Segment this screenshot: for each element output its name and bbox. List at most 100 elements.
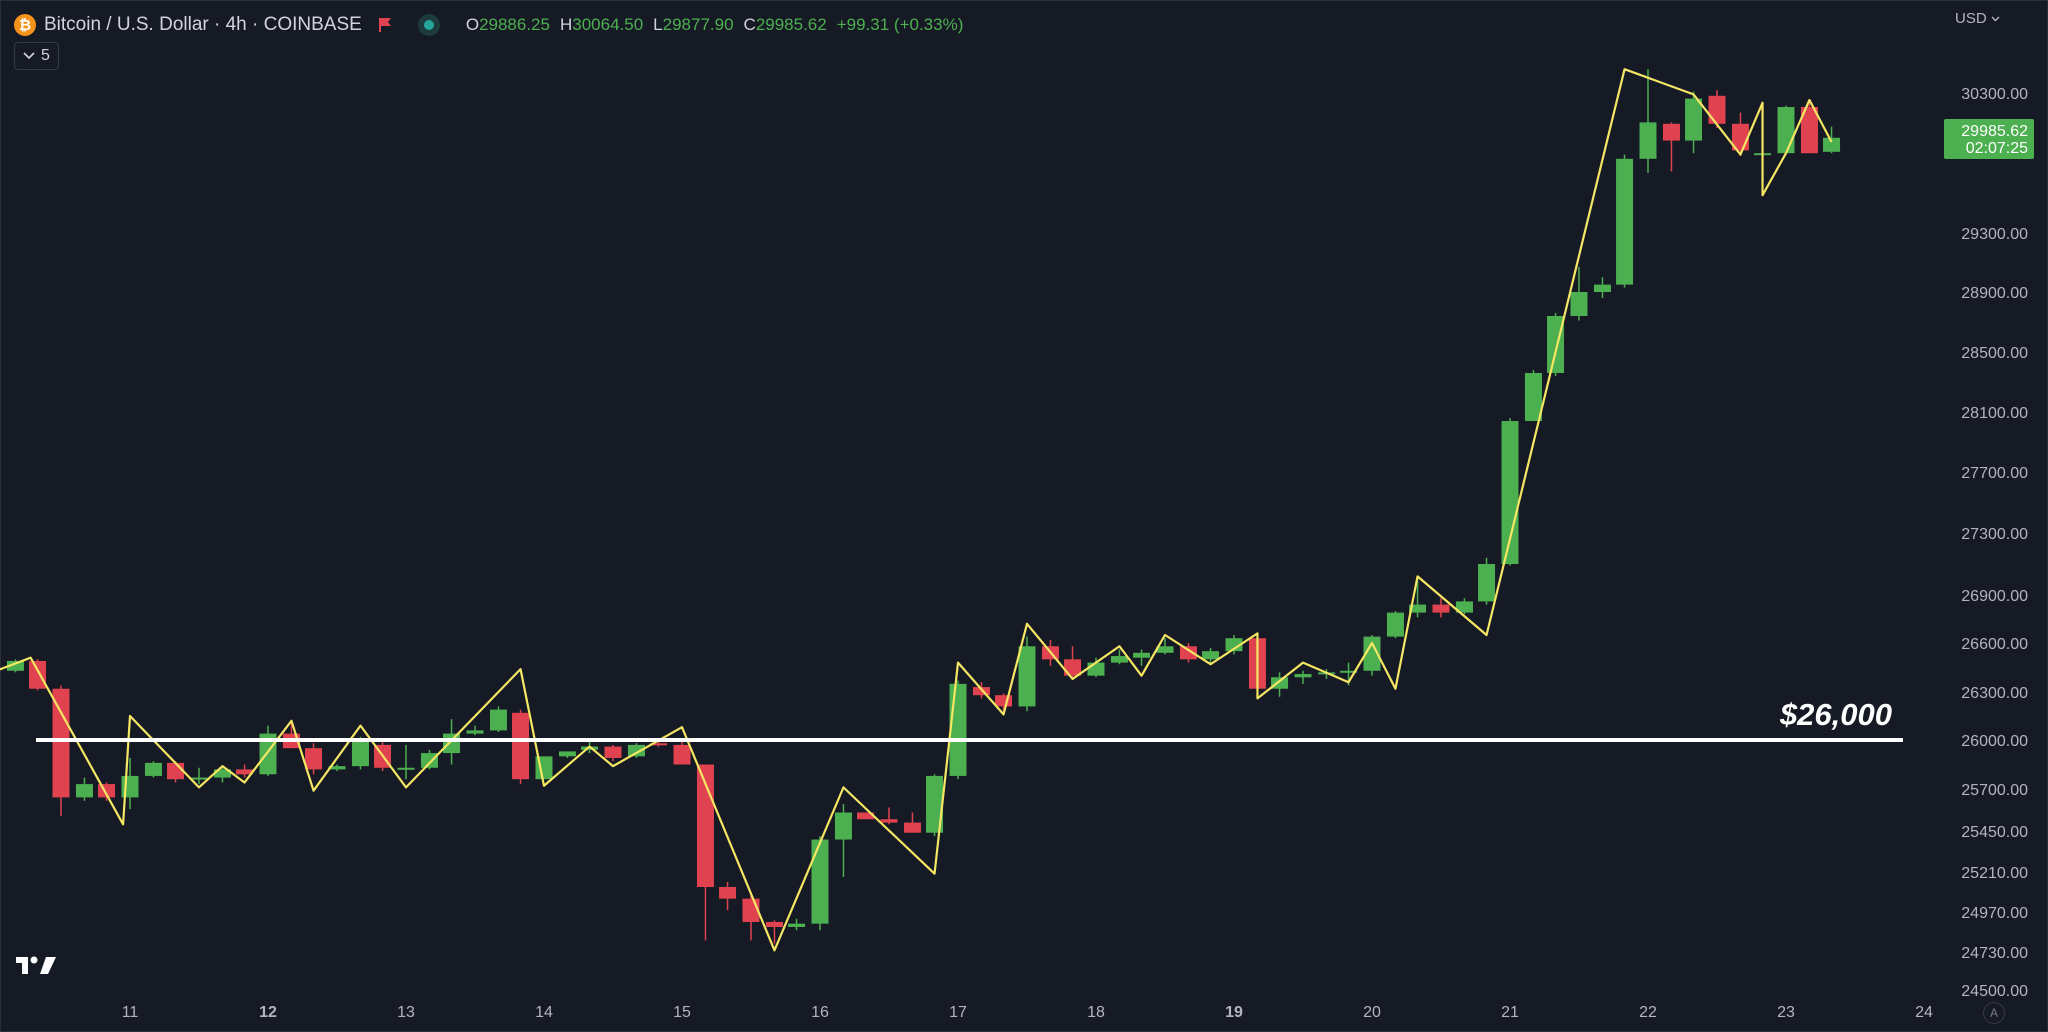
candle: [236, 764, 254, 778]
candle-body: [397, 767, 415, 770]
time-tick-label: 21: [1501, 1004, 1519, 1021]
candle-body: [719, 887, 737, 899]
candle: [1432, 598, 1450, 618]
candle: [190, 767, 208, 785]
time-axis[interactable]: 11 12 13 14 15 16 17 18 19 20 21 22 23 24: [122, 1004, 1933, 1021]
time-tick-label: 12: [259, 1004, 277, 1021]
candle: [765, 920, 783, 944]
candle: [788, 918, 806, 931]
candle-body: [788, 923, 806, 927]
candle-body: [466, 730, 484, 734]
candle: [1685, 91, 1703, 154]
ohlc-values: O29886.25 H30064.50 L29877.90 C29985.62 …: [466, 15, 964, 35]
price-tick-label: 26600.00: [1961, 636, 2028, 653]
candle: [1386, 611, 1404, 639]
level-line-group[interactable]: $26,000: [36, 697, 1903, 742]
price-tick-label: 24730.00: [1961, 945, 2028, 962]
time-tick-label: 19: [1225, 1004, 1243, 1021]
price-tick-label: 25210.00: [1961, 865, 2028, 882]
flag-icon[interactable]: [378, 17, 392, 33]
candle-body: [995, 695, 1013, 707]
candle: [742, 895, 760, 941]
candle-body: [1340, 670, 1358, 673]
tradingview-logo-icon[interactable]: [16, 954, 58, 976]
candle-body: [1386, 612, 1404, 637]
time-tick-label: 18: [1087, 1004, 1105, 1021]
candle: [627, 743, 645, 758]
indicator-count: 5: [41, 47, 50, 64]
candle: [328, 764, 346, 772]
time-tick-label: 20: [1363, 1004, 1381, 1021]
candle: [29, 659, 47, 691]
candle: [1593, 277, 1611, 298]
candle: [466, 725, 484, 736]
zigzag-line: [0, 68, 1833, 952]
low-label: L: [653, 15, 663, 34]
candle: [1708, 90, 1726, 128]
candle: [1547, 313, 1565, 376]
candle-body: [1455, 601, 1473, 613]
candle: [811, 836, 829, 931]
candle-body: [604, 746, 622, 758]
zigzag-overlay: [0, 68, 1833, 952]
candle-body: [305, 748, 323, 770]
candle-body: [1639, 122, 1657, 159]
candle: [1524, 370, 1542, 421]
price-tick-label: 26000.00: [1961, 733, 2028, 750]
high-label: H: [559, 15, 573, 34]
candle-body: [351, 740, 369, 767]
candle: [949, 680, 967, 780]
symbol-title[interactable]: Bitcoin / U.S. Dollar · 4h · COINBASE: [44, 14, 362, 35]
high-value: 30064.50: [572, 15, 644, 34]
candle-body: [650, 743, 668, 746]
indicators-toggle-button[interactable]: 5: [14, 42, 59, 70]
candle-body: [1708, 95, 1726, 124]
candle: [926, 774, 944, 837]
candle-body: [558, 751, 576, 757]
candle-body: [29, 660, 47, 689]
time-tick-label: 17: [949, 1004, 967, 1021]
candle: [1018, 636, 1036, 712]
candle: [1363, 635, 1381, 676]
candle-body: [1478, 564, 1496, 602]
candle-body: [926, 775, 944, 833]
candle-body: [811, 839, 829, 924]
low-value: 29877.90: [662, 15, 734, 34]
candle-body: [1570, 292, 1588, 316]
time-tick-label: 23: [1777, 1004, 1795, 1021]
candle: [282, 722, 300, 749]
chevron-down-icon: [23, 52, 35, 60]
candle: [52, 685, 70, 816]
candle: [1662, 122, 1680, 172]
candle-body: [1225, 638, 1243, 652]
time-tick-label: 24: [1915, 1004, 1933, 1021]
candle: [880, 807, 898, 825]
candle: [420, 749, 438, 770]
candle: [489, 706, 507, 732]
market-status-dot-icon[interactable]: [417, 14, 440, 36]
price-tick-label: 24500.00: [1961, 983, 2028, 1000]
candle: [1616, 154, 1634, 288]
candle-body: [949, 683, 967, 776]
candle-body: [673, 744, 691, 765]
open-value: 29886.25: [479, 15, 550, 34]
candle: [1179, 643, 1197, 663]
auto-scale-button[interactable]: A: [1983, 1002, 2005, 1024]
candle-body: [1110, 656, 1128, 663]
change-value: +99.31 (+0.33%): [836, 15, 964, 34]
candle-body: [52, 688, 70, 798]
price-tick-label: 29300.00: [1961, 226, 2028, 243]
currency-menu[interactable]: USD: [1955, 10, 2000, 27]
candle: [351, 736, 369, 770]
candle-body: [1777, 107, 1795, 154]
candle: [305, 743, 323, 775]
price-axis[interactable]: 30300.00 29300.00 28900.00 28500.00 28100.00…: [1961, 86, 2028, 1000]
candle-body: [167, 762, 185, 780]
price-tick-label: 24970.00: [1961, 905, 2028, 922]
close-value: 29985.62: [755, 15, 827, 34]
candle-body: [420, 753, 438, 768]
price-tick-label: 28500.00: [1961, 345, 2028, 362]
candle-body: [1662, 123, 1680, 141]
candle-body: [1409, 604, 1427, 613]
